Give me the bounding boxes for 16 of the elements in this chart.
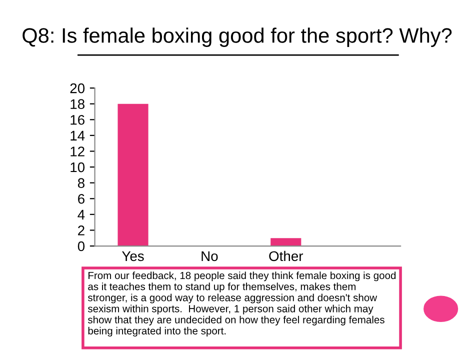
y-tick-label: 20 <box>70 83 85 94</box>
y-tick-label: 16 <box>70 114 84 125</box>
x-tick-label: Other <box>269 250 304 262</box>
y-tick-label: 6 <box>78 194 84 204</box>
y-tick-label: 8 <box>78 178 84 188</box>
y-tick-label: 10 <box>70 162 85 172</box>
y-tick-label: 0 <box>78 241 85 252</box>
y-tick-label: 18 <box>70 99 84 110</box>
x-tick-label: No <box>202 251 218 262</box>
y-tick-label: 2 <box>78 226 84 236</box>
y-tick-label: 14 <box>70 130 85 140</box>
y-tick-label: 4 <box>78 210 85 220</box>
x-tick-label: Yes <box>122 251 144 262</box>
text: From our feedback, 18 people said they think female boxing is good as it teaches them to stand up for themselves, makes them stronger, is a good way to release aggression and doesn't show sexism within sports. However, 1 person said other which may show that they are undecided on how they feel regarding females being integrated into the sport. <box>88 272 396 337</box>
chart-title: Q8: Is female boxing good for the sport? Why? <box>22 28 452 47</box>
y-tick-label: 12 <box>70 146 84 156</box>
